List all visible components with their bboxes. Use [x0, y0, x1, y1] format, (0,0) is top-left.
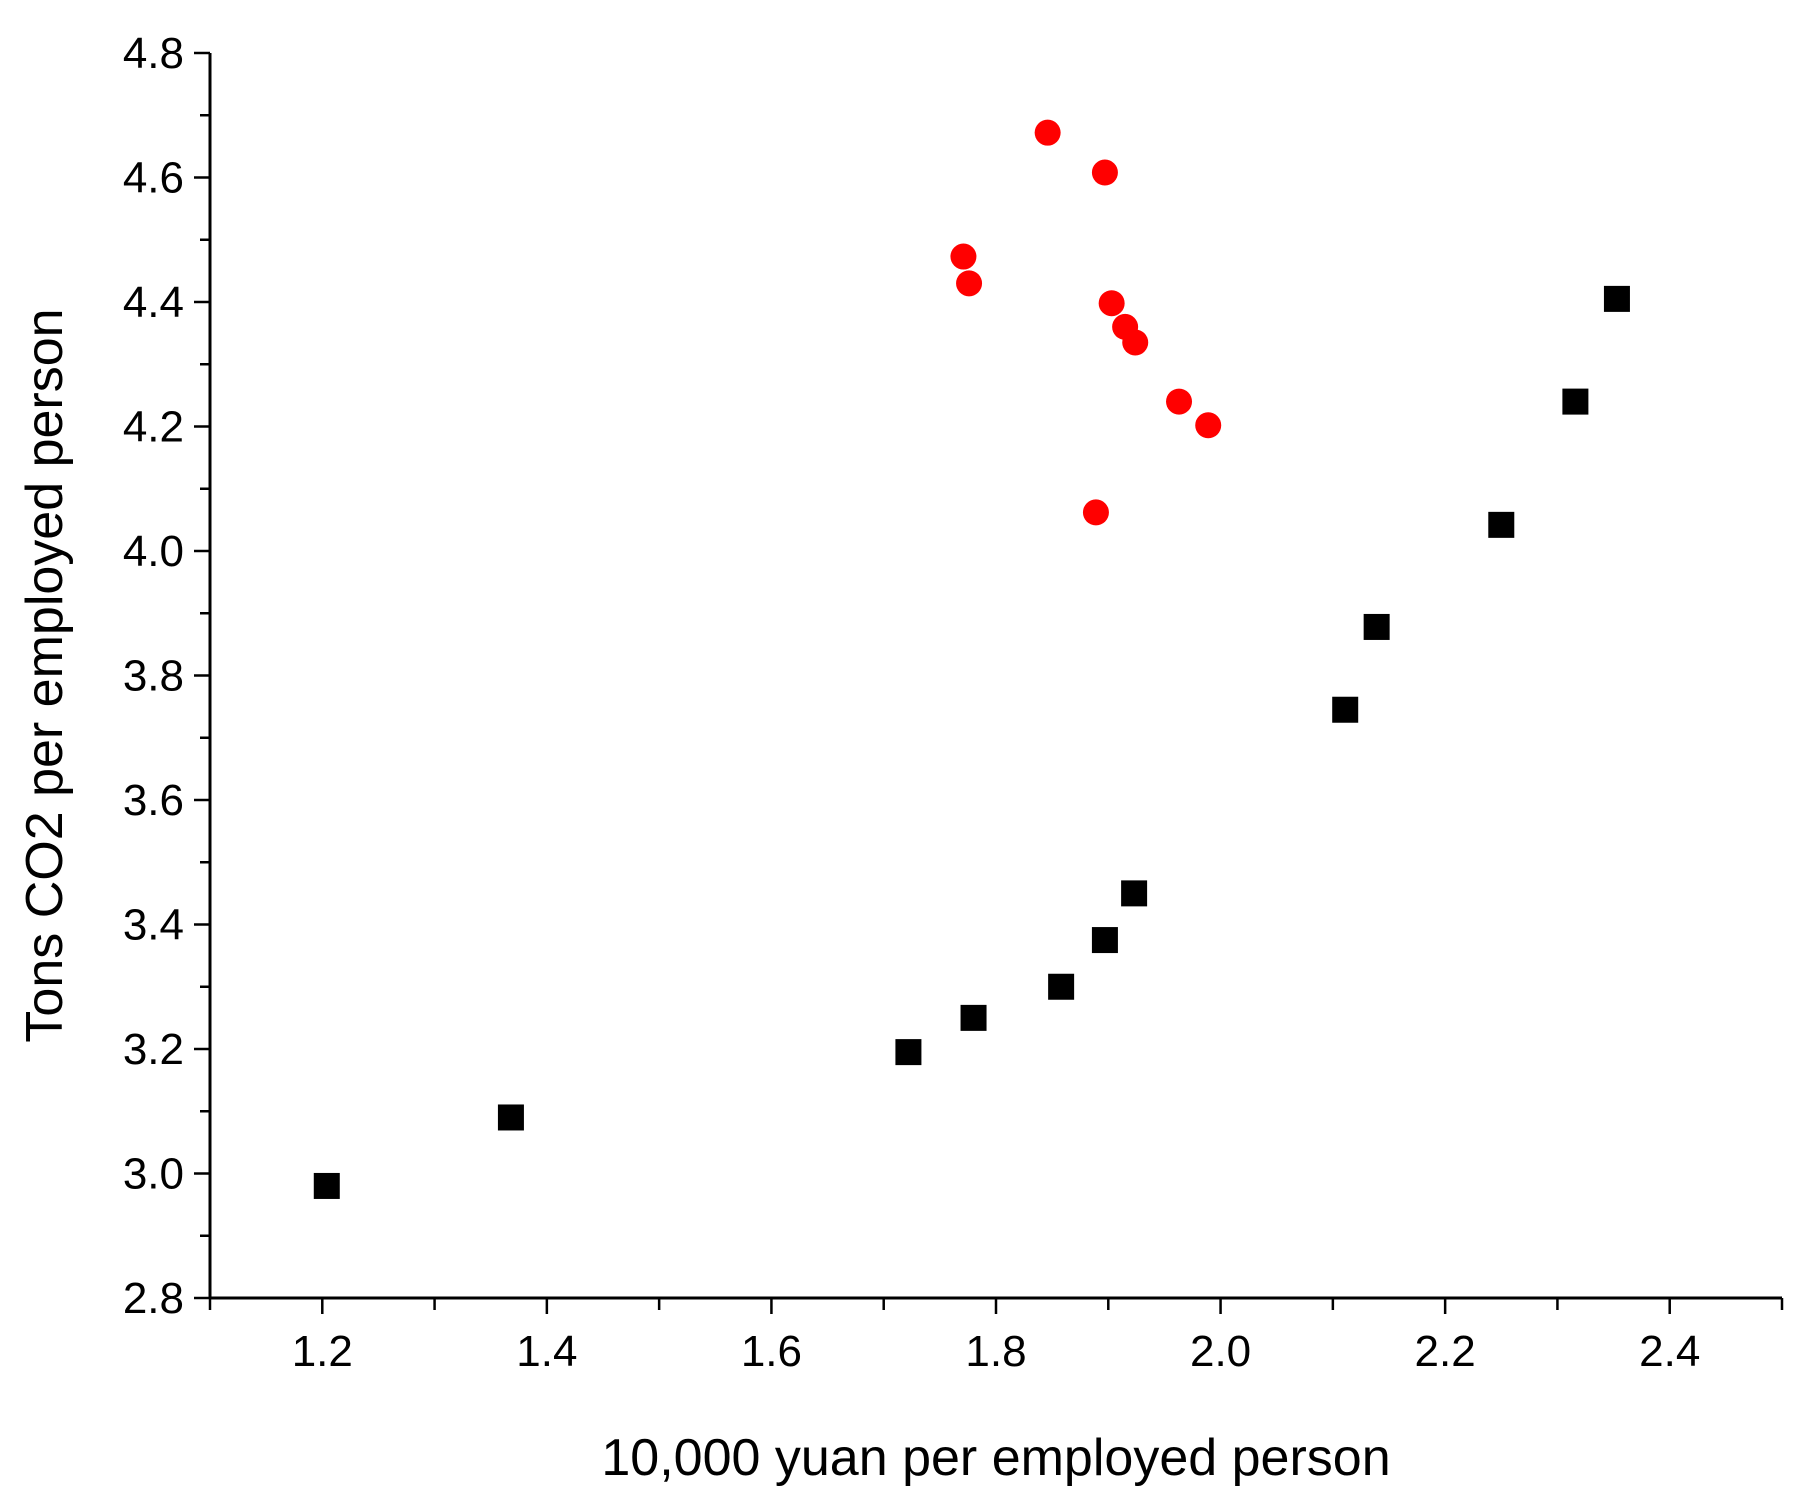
y-tick-label: 2.8 — [123, 1274, 184, 1323]
x-tick-label: 2.0 — [1190, 1327, 1251, 1376]
square-point — [1048, 973, 1075, 1000]
y-tick-label: 4.4 — [123, 278, 184, 327]
y-tick-label: 4.6 — [123, 154, 184, 203]
square-point — [1603, 285, 1630, 312]
y-tick-label: 3.6 — [123, 776, 184, 825]
series-1 — [950, 119, 1222, 526]
square-point — [895, 1039, 922, 1066]
y-tick-label: 3.8 — [123, 652, 184, 701]
data-points — [313, 119, 1630, 1199]
axes — [208, 53, 1782, 1300]
circle-point — [1091, 159, 1118, 186]
y-tick-label: 3.0 — [123, 1150, 184, 1199]
square-point — [1091, 927, 1118, 954]
x-axis-title: 10,000 yuan per employed person — [601, 1429, 1390, 1487]
series-0 — [313, 285, 1630, 1199]
x-tick-label: 1.8 — [965, 1327, 1026, 1376]
x-tick-label: 1.4 — [516, 1327, 577, 1376]
axis-ticks: 1.2 1.4 1.6 1.8 2.0 2.2 2.4 2.8 3.0 3.2 3.4 3.6 3.8 4… — [123, 29, 1784, 1376]
x-tick-label: 2.4 — [1639, 1327, 1700, 1376]
square-point — [1363, 613, 1390, 640]
x-tick-label: 1.2 — [292, 1327, 353, 1376]
circle-point — [1082, 499, 1109, 526]
y-tick-label: 3.4 — [123, 901, 184, 950]
circle-point — [1034, 119, 1061, 146]
y-tick-label: 4.2 — [123, 403, 184, 452]
circle-point — [1098, 290, 1125, 317]
square-point — [497, 1104, 524, 1131]
y-axis-title: Tons CO2 per employed person — [16, 308, 74, 1042]
y-tick-label: 4.8 — [123, 29, 184, 78]
y-tick-label: 4.0 — [123, 527, 184, 576]
x-tick-label: 1.6 — [741, 1327, 802, 1376]
circle-point — [956, 270, 983, 297]
square-point — [960, 1004, 987, 1031]
square-point — [1562, 388, 1589, 415]
x-tick-label: 2.2 — [1415, 1327, 1476, 1376]
square-point — [1121, 880, 1148, 907]
square-point — [1488, 511, 1515, 538]
square-point — [313, 1172, 340, 1199]
circle-point — [1122, 329, 1149, 356]
circle-point — [1166, 388, 1193, 415]
y-tick-label: 3.2 — [123, 1025, 184, 1074]
circle-point — [950, 243, 977, 270]
circle-point — [1195, 412, 1222, 439]
square-point — [1332, 696, 1359, 723]
